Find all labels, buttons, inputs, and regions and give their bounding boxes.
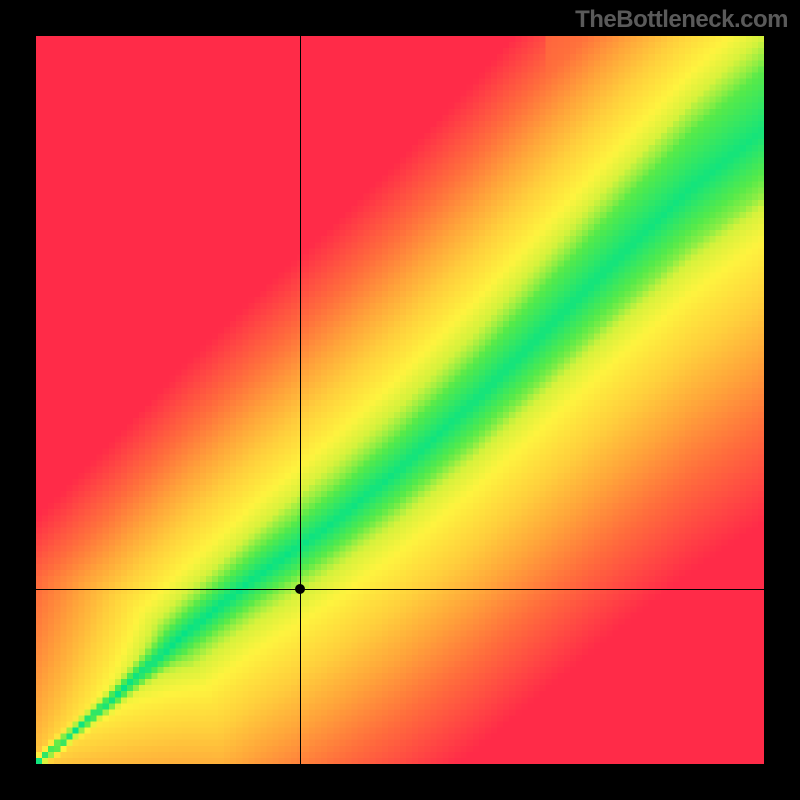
heatmap-plot [36,36,764,764]
heatmap-canvas [36,36,764,764]
crosshair-horizontal [36,589,764,590]
crosshair-vertical [300,36,301,764]
watermark-text: TheBottleneck.com [575,6,788,34]
chart-container: TheBottleneck.com [0,0,800,800]
crosshair-marker [295,584,305,594]
